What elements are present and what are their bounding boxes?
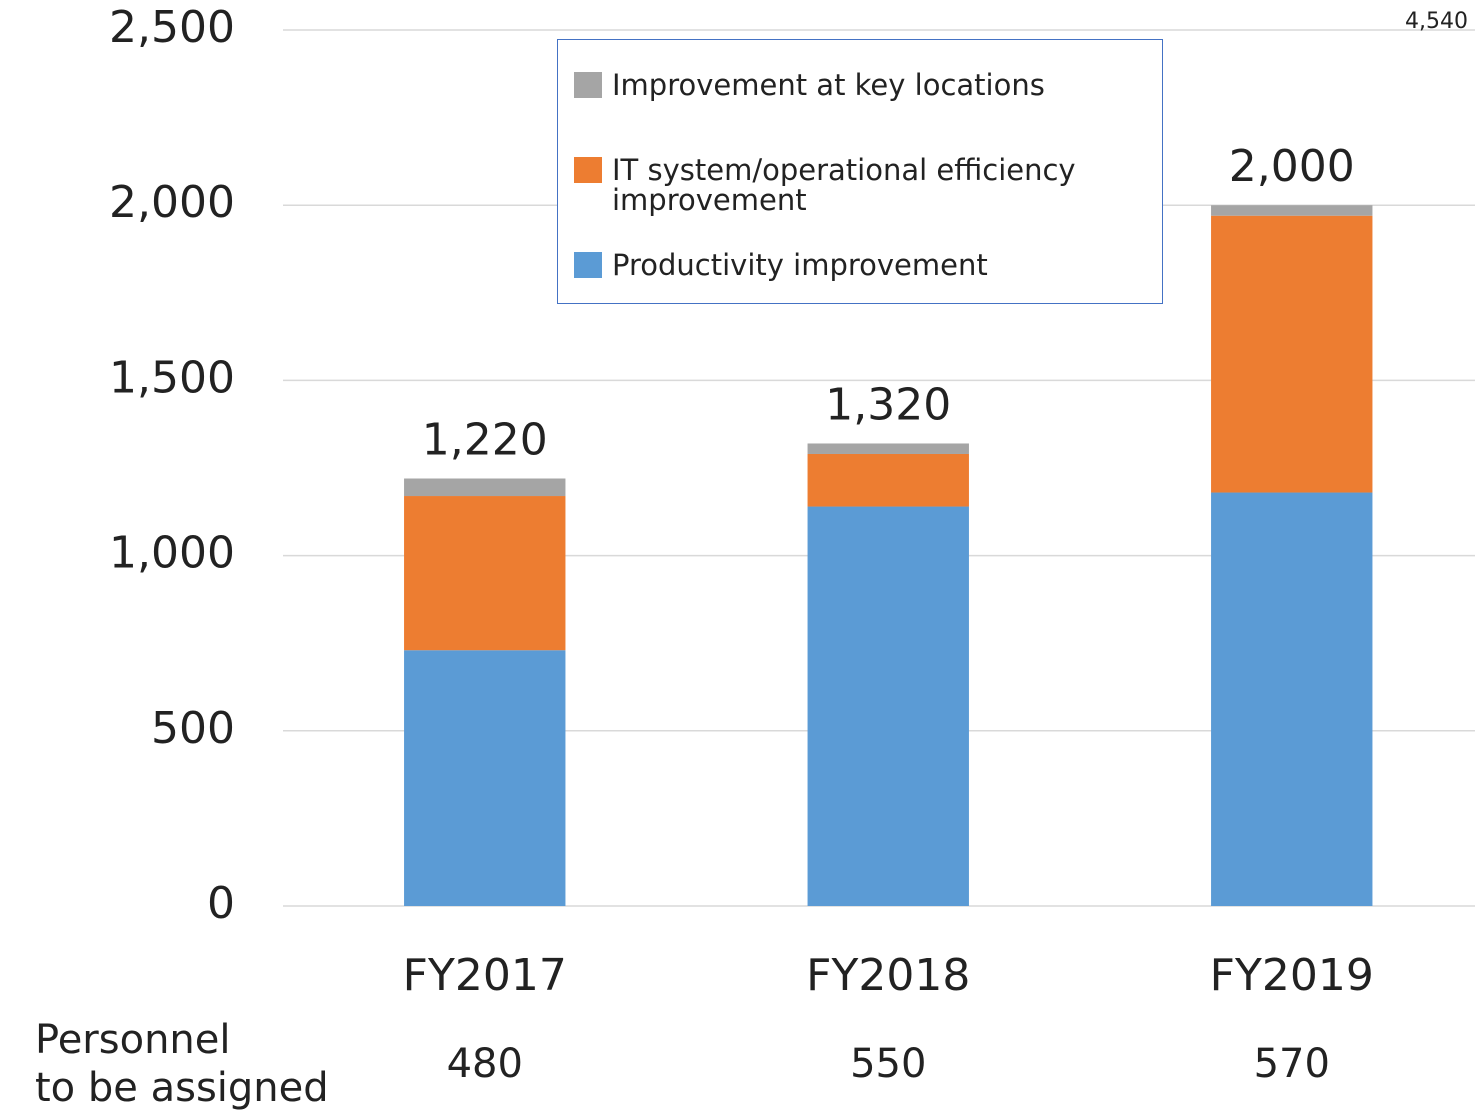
y-tick-label: 1,500 (109, 352, 235, 403)
personnel-label: to be assigned (35, 1065, 329, 1111)
bar-segment (1211, 205, 1373, 216)
x-tick-label: FY2018 (806, 950, 970, 1001)
personnel-value: 480 (447, 1041, 523, 1087)
total-label: 1,220 (422, 415, 548, 466)
legend-label: Productivity improvement (612, 248, 988, 282)
personnel-value: 550 (850, 1041, 926, 1087)
legend-item: Productivity improvement (574, 250, 1114, 280)
legend-label: Improvement at key locations (612, 68, 1045, 102)
x-tick-label: FY2019 (1210, 950, 1374, 1001)
legend-swatch (574, 157, 602, 183)
legend-item: IT system/operational efficiency improve… (574, 155, 1114, 215)
annotation: 4,540 (1405, 9, 1468, 34)
y-tick-label: 2,000 (109, 177, 235, 228)
legend-item: Improvement at key locations (574, 70, 1114, 100)
y-tick-label: 2,500 (109, 2, 235, 53)
bar-segment (807, 443, 969, 454)
legend: Improvement at key locations IT system/op… (557, 39, 1163, 304)
bar-segment (404, 478, 566, 497)
legend-label: IT system/operational efficiency improve… (612, 153, 1076, 217)
total-label: 2,000 (1229, 141, 1355, 192)
bar-segment (1211, 492, 1373, 906)
personnel-value: 570 (1254, 1041, 1330, 1087)
y-tick-label: 0 (207, 878, 235, 929)
bar-segment (1211, 215, 1373, 493)
personnel-label: Personnel (35, 1017, 231, 1063)
x-tick-label: FY2017 (403, 950, 567, 1001)
bar-segment (807, 453, 969, 507)
legend-swatch (574, 72, 602, 98)
legend-swatch (574, 252, 602, 278)
y-tick-label: 500 (151, 703, 235, 754)
bar-segment (404, 650, 566, 906)
y-tick-label: 1,000 (109, 528, 235, 579)
bar-segment (807, 506, 969, 906)
total-label: 1,320 (825, 379, 951, 430)
bar-segment (404, 496, 566, 651)
